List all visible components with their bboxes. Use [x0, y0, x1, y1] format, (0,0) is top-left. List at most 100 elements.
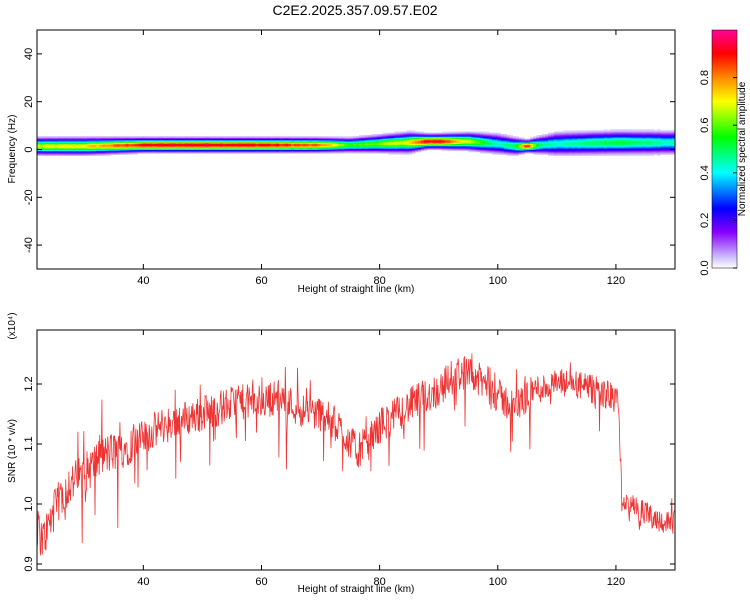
spectrogram-cell [550, 143, 555, 146]
spectrogram-cell [311, 137, 316, 140]
spectrogram-cell [574, 136, 578, 138]
spectrogram-cell [592, 153, 596, 155]
spectrogram-cell [542, 136, 546, 138]
spectrogram-cell [208, 137, 212, 140]
spectrogram-cell [110, 145, 115, 148]
spectrogram-cell [542, 142, 546, 144]
spectrogram-cell [320, 150, 324, 153]
spectrogram-cell [488, 135, 493, 137]
spectrogram-cell [196, 148, 200, 150]
spectrogram-cell [356, 136, 360, 138]
spectrogram-cell [211, 149, 215, 152]
spectrogram-cell [143, 141, 147, 143]
spectrogram-cell [654, 147, 658, 149]
spectrogram-cell [373, 137, 378, 140]
spectrogram-cell [518, 143, 522, 146]
spectrogram-cell [107, 139, 112, 142]
spectrogram-cell [314, 142, 318, 144]
spectrogram-cell [400, 144, 404, 147]
spectrogram-cell [651, 136, 655, 138]
spectrogram-cell [116, 149, 121, 152]
spectrogram-cell [553, 144, 558, 147]
spectrogram-cell [155, 143, 159, 146]
spectrogram-cell [107, 138, 112, 141]
spectrogram-cell [193, 137, 197, 140]
spectrogram-cell [220, 145, 224, 148]
spectrogram-cell [512, 153, 516, 155]
spectrogram-cell [642, 131, 646, 134]
spectrogram-cell [574, 141, 578, 143]
spectrogram-cell [657, 133, 661, 136]
spectrogram-cell [595, 143, 599, 146]
spectrogram-cell [110, 144, 115, 147]
spectrogram-cell [255, 143, 259, 146]
spectrogram-cell [598, 136, 602, 138]
spectrogram-cell [539, 136, 543, 138]
spectrogram-cell [258, 150, 262, 153]
spectrogram-cell [48, 150, 53, 153]
spectrogram-cell [565, 136, 570, 138]
spectrogram-cell [615, 154, 620, 156]
spectrogram-cell [107, 136, 112, 138]
spectrogram-cell [624, 142, 629, 144]
spectrogram-cell [99, 147, 103, 149]
spectrogram-cell [311, 144, 316, 147]
spectrogram-cell [497, 149, 502, 152]
spectrogram-cell [627, 148, 632, 150]
spectrogram-cell [488, 141, 493, 143]
spectrogram-cell [645, 153, 649, 155]
spectrogram-cell [87, 147, 91, 149]
spectrogram-cell [485, 141, 490, 143]
spectrogram-cell [459, 145, 463, 148]
spectrogram-cell [187, 151, 191, 154]
spectrogram-cell [214, 149, 218, 152]
spectrogram-cell [347, 147, 351, 149]
spectrogram-cell [110, 150, 115, 153]
spectrogram-cell [530, 147, 534, 149]
spectrogram-cell [574, 132, 578, 135]
spectrogram-cell [621, 153, 626, 155]
spectrogram-cell [468, 141, 472, 143]
spectrogram-cell [293, 138, 298, 141]
spectrogram-cell [78, 151, 82, 154]
spectrogram-cell [107, 148, 112, 150]
spectrogram-cell [223, 145, 227, 148]
spectrogram-cell [409, 141, 413, 143]
spectrogram-cell [657, 138, 661, 141]
spectrogram-cell [119, 147, 124, 149]
spectrogram-cell [432, 136, 437, 138]
spectrogram-cell [382, 144, 386, 147]
spectrogram-cell [350, 145, 354, 148]
spectrogram-cell [175, 142, 180, 144]
spectrogram-cell [459, 149, 463, 152]
spectrogram-cell [568, 148, 573, 150]
spectrogram-cell [645, 149, 649, 152]
spectrogram-cell [143, 139, 147, 142]
spectrogram-cell [131, 148, 135, 150]
spectrogram-cell [506, 154, 510, 156]
spectrogram-cell [134, 150, 138, 153]
spectrogram-cell [48, 138, 53, 141]
spectrogram-cell [205, 137, 209, 140]
spectrogram-cell [536, 142, 540, 144]
spectrogram-cell [645, 131, 649, 134]
spectrogram-cell [202, 143, 206, 146]
spectrogram-cell [267, 151, 271, 154]
spectrogram-cell [633, 141, 637, 143]
spectrogram-cell [477, 139, 481, 142]
spectrogram-cell [329, 143, 333, 146]
spectrogram-cell [612, 149, 617, 152]
spectrogram-cell [592, 139, 596, 142]
spectrogram-cell [397, 139, 401, 142]
spectrogram-cell [258, 137, 262, 140]
spectrogram-cell [568, 137, 573, 140]
spectrogram-cell [506, 149, 510, 152]
spectrogram-cell [477, 147, 481, 149]
spectrogram-cell [164, 144, 168, 147]
spectrogram-cell [116, 148, 121, 150]
spectrogram-cell [143, 151, 147, 154]
spectrogram-cell [164, 142, 168, 144]
spectrogram-cell [367, 145, 372, 148]
spectrogram-cell [155, 148, 159, 150]
spectrogram-cell [329, 145, 333, 148]
